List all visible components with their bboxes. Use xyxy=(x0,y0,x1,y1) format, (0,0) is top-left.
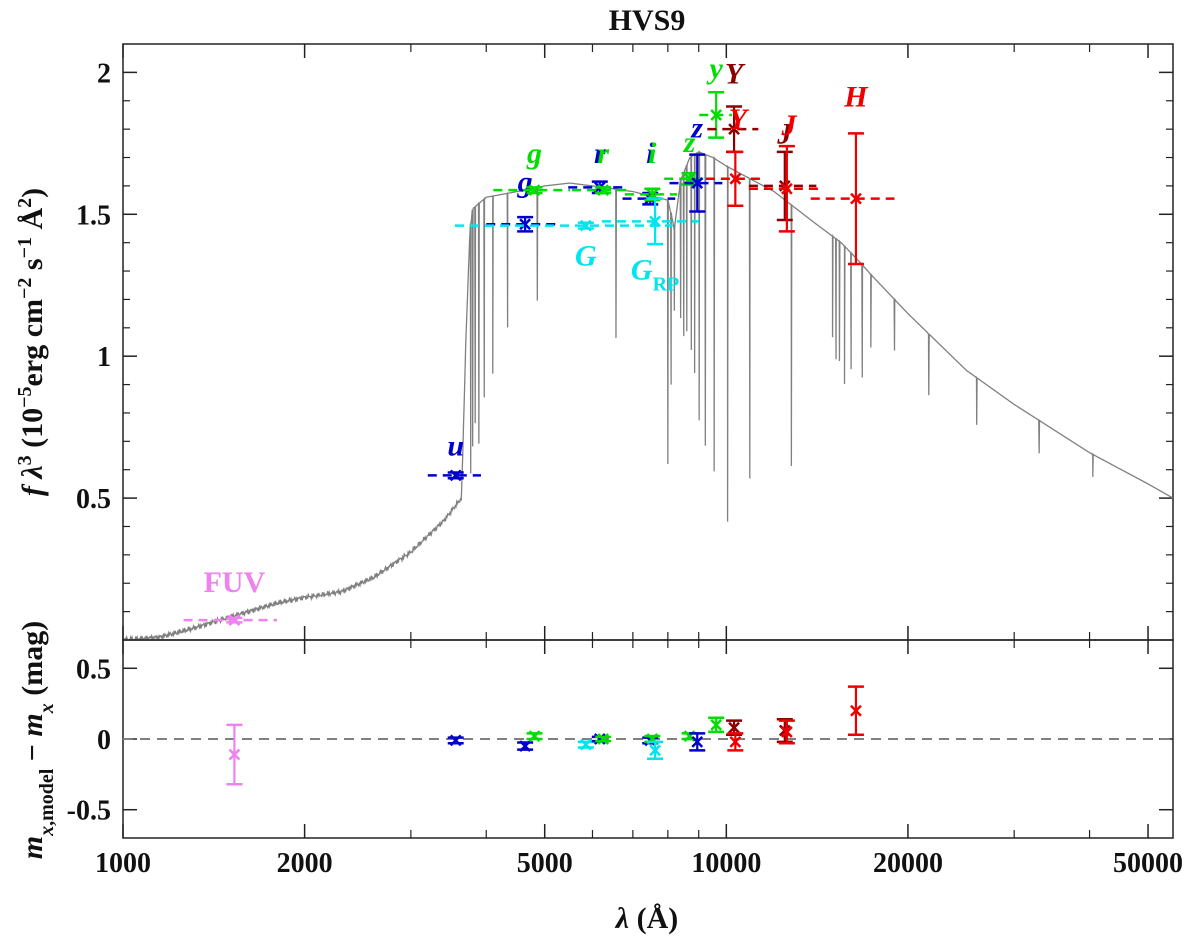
phot-h-17-residual-marker xyxy=(850,704,862,717)
phot-grp-9-label: GRP xyxy=(631,254,679,296)
phot-z-11-residual-marker xyxy=(691,735,704,748)
x-tick-label: 10000 xyxy=(691,848,761,879)
phot-u-1-label: u xyxy=(447,430,464,463)
chart-title: HVS9 xyxy=(609,4,686,37)
phot-g-2-marker xyxy=(519,218,532,231)
phot-u-1-marker xyxy=(449,469,462,482)
phot-i-8-label: i xyxy=(648,137,657,170)
phot-g-4-marker xyxy=(579,219,592,232)
phot-z-10-label: z xyxy=(683,126,696,159)
phot-j-16-marker xyxy=(780,182,793,195)
lower-y-tick-label: 0 xyxy=(97,725,111,756)
phot-h-17-marker xyxy=(850,192,862,205)
upper-panel-frame xyxy=(122,43,1174,641)
phot-g-3-marker xyxy=(528,184,541,197)
phot-fuv-0-label: FUV xyxy=(204,566,266,599)
phot-j-15-label: J xyxy=(776,117,793,150)
phot-y-14-residual-marker xyxy=(729,735,742,748)
lower-panel: 0.5 0 -0.5 1000 2000 5000 10000 20000 50000 mx,… xyxy=(16,621,1183,879)
phot-g-2-residual-marker xyxy=(519,740,532,752)
phot-y-14-marker xyxy=(729,172,742,185)
lower-y-axis: 0.5 0 -0.5 xyxy=(67,654,1173,827)
upper-y-tick-label: 1.5 xyxy=(76,200,111,231)
phot-r-5-label: r xyxy=(594,137,606,170)
upper-x-ticks xyxy=(122,44,1149,640)
phot-grp-9-label-main: G xyxy=(631,254,653,287)
x-tick-label: 2000 xyxy=(277,848,333,879)
phot-grp-9-label-sub: RP xyxy=(653,274,680,296)
phot-r-6-marker xyxy=(597,184,610,197)
lower-x-axis: 1000 2000 5000 10000 20000 50000 xyxy=(95,640,1183,879)
phot-grp-9-residual-marker xyxy=(649,744,661,757)
upper-y-axis: 0.5 1 1.5 2 xyxy=(76,58,1173,613)
x-tick-label: 50000 xyxy=(1113,848,1183,879)
residual-points xyxy=(226,685,864,786)
phot-i-7-label: i xyxy=(646,137,655,170)
phot-y-12-residual-marker xyxy=(710,718,723,731)
phot-y-13-residual-marker xyxy=(728,721,740,734)
upper-y-tick-label: 1 xyxy=(97,342,111,373)
phot-g-3-residual-marker xyxy=(528,730,541,743)
phot-j-16-residual-marker xyxy=(780,726,793,738)
phot-y-13-label: Y xyxy=(725,58,746,91)
model-spectrum-group xyxy=(123,150,1173,640)
lower-y-tick-label: -0.5 xyxy=(67,796,111,827)
phot-g-4-label: G xyxy=(575,239,597,272)
upper-y-tick-label: 2 xyxy=(97,58,111,89)
phot-u-1-residual-marker xyxy=(449,734,462,747)
upper-y-tick-label: 0.5 xyxy=(76,484,111,515)
phot-y-13-marker xyxy=(728,123,740,136)
phot-g-4-residual-marker xyxy=(579,738,592,751)
lower-y-axis-label: mx,model − mx (mag) xyxy=(16,621,58,860)
x-axis-label: λ (Å) xyxy=(614,902,678,935)
x-tick-label: 20000 xyxy=(873,848,943,879)
phot-y-12-label: y xyxy=(707,52,724,85)
phot-r-6-residual-marker xyxy=(597,733,610,745)
phot-g-3-label: g xyxy=(526,137,542,170)
x-tick-label: 1000 xyxy=(95,848,151,879)
phot-y-12-marker xyxy=(710,109,723,121)
upper-y-axis-label: f λ3 (10−5erg cm−2 s−1 Å2) xyxy=(14,188,49,496)
model-spectrum-line xyxy=(123,150,1173,640)
phot-z-11-label: z xyxy=(690,112,703,145)
phot-z-11-marker xyxy=(691,177,704,189)
phot-h-17-label: H xyxy=(843,80,869,113)
phot-fuv-0-marker xyxy=(228,614,241,627)
phot-fuv-0-residual-marker xyxy=(228,748,241,761)
phot-y-14-label: Y xyxy=(729,103,750,136)
lower-y-tick-label: 0.5 xyxy=(76,654,111,685)
x-tick-label: 5000 xyxy=(517,848,573,879)
phot-j-16-label: J xyxy=(780,109,797,142)
phot-grp-9-marker xyxy=(649,215,661,228)
phot-r-6-label: r xyxy=(597,137,609,170)
